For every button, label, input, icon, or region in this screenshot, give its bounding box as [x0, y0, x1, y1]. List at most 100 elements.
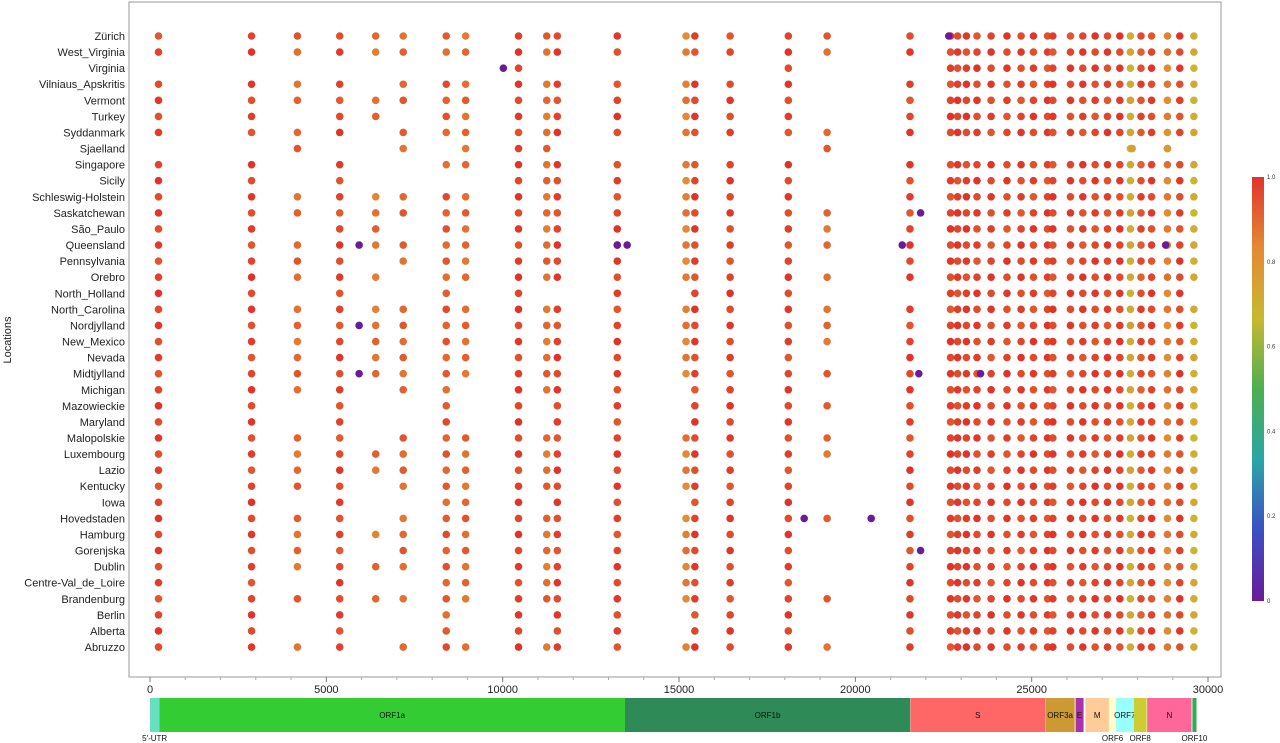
mutation-point	[1190, 80, 1198, 89]
mutation-point	[726, 273, 734, 282]
mutation-point	[784, 96, 793, 105]
mutation-point	[154, 418, 163, 426]
mutation-point	[1079, 498, 1087, 507]
mutation-point	[1017, 257, 1025, 265]
mutation-point	[906, 514, 914, 523]
mutation-point	[691, 321, 699, 330]
mutation-point	[399, 32, 408, 40]
mutation-point	[987, 160, 995, 169]
mutation-point	[461, 337, 470, 346]
location-label: Singapore	[75, 160, 125, 172]
mutation-point	[1003, 434, 1011, 442]
mutation-point	[1049, 369, 1057, 378]
mutation-point	[1163, 627, 1172, 635]
mutation-point	[514, 273, 523, 282]
mutation-point	[1147, 369, 1156, 378]
mutation-point	[1126, 514, 1135, 523]
mutation-point	[987, 64, 995, 72]
mutation-point	[784, 578, 793, 587]
mutation-point	[1175, 385, 1184, 394]
mutation-point	[1043, 498, 1052, 507]
mutation-point	[553, 514, 562, 523]
mutation-point	[335, 112, 344, 121]
mutation-point	[399, 385, 408, 394]
mutation-point	[1175, 466, 1184, 474]
mutation-point	[953, 562, 962, 571]
mutation-point	[1126, 498, 1135, 507]
mutation-point	[1066, 80, 1075, 89]
mutation-point	[553, 305, 562, 314]
mutation-point	[962, 321, 971, 330]
mutation-point	[906, 434, 914, 442]
mutation-point	[1147, 402, 1156, 410]
mutation-point	[1091, 578, 1099, 587]
mutation-point	[613, 32, 622, 40]
mutation-point	[1079, 48, 1087, 56]
mutation-point	[784, 434, 793, 442]
mutation-point	[1066, 643, 1075, 651]
mutation-point	[823, 434, 831, 442]
mutation-point	[335, 32, 344, 40]
mutation-point	[461, 241, 470, 249]
mutation-point	[335, 466, 344, 474]
mutation-point	[962, 160, 971, 169]
mutation-point	[1137, 385, 1145, 394]
mutation-point	[293, 337, 302, 346]
gene-label: S	[975, 711, 980, 720]
mutation-point	[1190, 64, 1198, 72]
mutation-point	[1175, 225, 1184, 233]
mutation-point	[973, 80, 981, 89]
mutation-point	[962, 209, 971, 217]
mutation-point	[399, 80, 408, 89]
mutation-point	[335, 80, 344, 89]
mutation-point	[682, 530, 690, 539]
mutation-point	[906, 562, 914, 571]
mutation-point	[154, 321, 163, 330]
mutation-point	[784, 225, 793, 233]
mutation-point	[682, 369, 690, 378]
mutation-point	[823, 402, 831, 410]
gene-label: ORF7	[1114, 711, 1136, 720]
mutation-point	[823, 337, 831, 346]
mutation-point	[915, 369, 923, 378]
mutation-point	[987, 369, 995, 378]
mutation-point	[987, 193, 995, 201]
mutation-point	[691, 80, 699, 89]
mutation-point	[953, 514, 962, 523]
gene-segment	[1147, 698, 1192, 732]
mutation-point	[1029, 48, 1038, 56]
mutation-point	[1116, 546, 1124, 555]
mutation-point	[442, 209, 451, 217]
mutation-point	[1190, 643, 1198, 651]
mutation-point	[1066, 160, 1075, 169]
mutation-point	[1190, 241, 1198, 249]
mutation-point	[987, 627, 995, 635]
mutation-point	[1147, 546, 1156, 555]
mutation-point	[399, 241, 408, 249]
mutation-point	[1147, 514, 1156, 523]
mutation-point	[542, 321, 551, 330]
mutation-point	[823, 144, 831, 153]
mutation-point	[973, 402, 981, 410]
mutation-point	[1091, 337, 1099, 346]
mutation-point	[962, 498, 971, 507]
gene-label: M	[1094, 711, 1101, 720]
mutation-point	[247, 257, 256, 265]
mutation-point	[1091, 112, 1099, 121]
location-label: Zürich	[94, 31, 125, 43]
mutation-point	[335, 273, 344, 282]
mutation-point	[1126, 402, 1135, 410]
mutation-point	[1137, 321, 1145, 330]
mutation-point	[682, 128, 690, 137]
mutation-point	[726, 96, 734, 105]
mutation-point	[973, 176, 981, 185]
mutation-point	[973, 241, 981, 249]
mutation-point	[1137, 241, 1145, 249]
mutation-point	[293, 128, 302, 137]
mutation-point	[442, 257, 451, 265]
mutation-point	[1163, 257, 1172, 265]
mutation-point	[1190, 128, 1198, 137]
mutation-point	[1017, 48, 1025, 56]
mutation-point	[726, 48, 734, 56]
mutation-point	[1175, 353, 1184, 362]
